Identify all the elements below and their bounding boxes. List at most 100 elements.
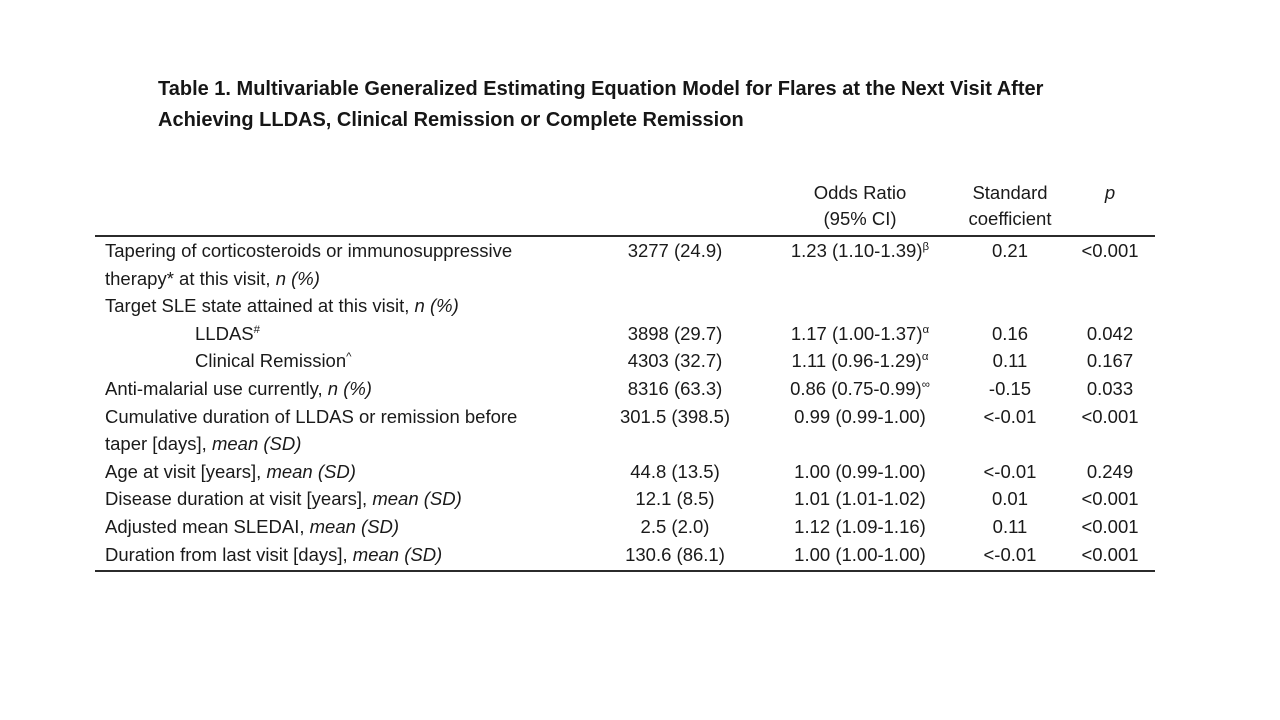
row-label-cell: Tapering of corticosteroids or immunosup… [95,237,585,292]
header-standard-coefficient-line2: coefficient [968,208,1052,229]
odds-ratio-cell: 1.23 (1.10-1.39)β [765,237,955,265]
row-label-cell: Adjusted mean SLEDAI, mean (SD) [95,513,585,541]
table-row: Age at visit [years], mean (SD) 44.8 (13… [95,458,1155,486]
row-label-italic: mean (SD) [352,543,443,565]
table-row: LLDAS# 3898 (29.7) 1.17 (1.00-1.37)α 0.1… [95,320,1155,348]
table-row: Cumulative duration of LLDAS or remissio… [95,403,1155,458]
table-header-row: Odds Ratio (95% CI) Standard coefficient… [95,180,1155,237]
odds-ratio-cell: 1.17 (1.00-1.37)α [765,320,955,348]
header-p-value: p [1104,182,1116,203]
odds-ratio-cell: 0.86 (0.75-0.99)∞ [765,375,955,403]
header-odds-ratio-line1: Odds Ratio [813,182,907,203]
odds-ratio-superscript: α [922,323,930,336]
row-label-italic: mean (SD) [372,488,462,510]
header-standard-coefficient-line1: Standard [972,182,1048,203]
row-label-cell: Duration from last visit [days], mean (S… [95,541,585,569]
odds-ratio-cell: 1.12 (1.09-1.16) [765,513,955,541]
n-value-cell: 2.5 (2.0) [640,515,710,537]
p-value-cell: <0.001 [1081,515,1139,537]
row-label: Clinical Remission [195,350,347,372]
row-label-superscript: # [253,323,261,336]
row-label-italic: n (%) [327,377,372,399]
odds-ratio-value: 1.00 (1.00-1.00) [794,543,926,565]
header-standard-coefficient: Standard coefficient [955,180,1065,232]
table-row: Target SLE state attained at this visit,… [95,292,1155,320]
table-row: Clinical Remission^ 4303 (32.7) 1.11 (0.… [95,347,1155,375]
std-coef-cell: 0.21 [991,240,1028,261]
std-coef-cell: 0.16 [991,322,1028,344]
n-value-cell: 301.5 (398.5) [619,405,731,427]
odds-ratio-cell: 1.01 (1.01-1.02) [765,485,955,513]
row-label-cell: Age at visit [years], mean (SD) [95,458,585,486]
p-value-cell: <0.001 [1081,405,1139,427]
row-label-italic: n (%) [275,267,320,289]
n-value-cell: 3898 (29.7) [627,322,723,344]
odds-ratio-value: 1.00 (0.99-1.00) [794,460,926,482]
table-row: Adjusted mean SLEDAI, mean (SD) 2.5 (2.0… [95,513,1155,541]
table-row: Disease duration at visit [years], mean … [95,485,1155,513]
results-table: Odds Ratio (95% CI) Standard coefficient… [95,180,1155,573]
odds-ratio-value: 0.99 (0.99-1.00) [794,405,926,427]
odds-ratio-value: 1.11 (0.96-1.29) [791,350,922,372]
p-value-cell: 0.167 [1086,350,1134,372]
row-label-cell: Anti-malarial use currently, n (%) [95,375,585,403]
std-coef-cell: 0.11 [992,515,1028,537]
row-label-italic: mean (SD) [266,460,356,482]
n-value-cell: 44.8 (13.5) [630,460,720,482]
table-body: Tapering of corticosteroids or immunosup… [95,237,1155,573]
odds-ratio-value: 1.12 (1.09-1.16) [794,515,926,537]
row-label-cell: Clinical Remission^ [95,347,585,375]
row-label-cell: Cumulative duration of LLDAS or remissio… [95,403,585,458]
row-label-italic: n (%) [414,295,459,317]
row-label: LLDAS [195,322,254,344]
odds-ratio-value: 0.86 (0.75-0.99) [790,377,922,399]
row-label: Age at visit [years], [105,460,267,482]
n-value-cell: 4303 (32.7) [627,350,723,372]
std-coef-cell: <-0.01 [983,543,1037,565]
p-value-cell: 0.249 [1086,460,1134,482]
table-title: Table 1. Multivariable Generalized Estim… [158,78,1044,131]
p-value-cell: 0.033 [1086,377,1134,399]
p-value-cell: 0.042 [1086,322,1134,344]
odds-ratio-cell: 1.00 (1.00-1.00) [765,541,955,569]
row-label: Target SLE state attained at this visit, [105,295,415,317]
odds-ratio-cell: 1.11 (0.96-1.29)α [765,347,955,375]
table-row: Tapering of corticosteroids or immunosup… [95,237,1155,292]
odds-ratio-superscript: ∞ [921,378,930,391]
table-row: Anti-malarial use currently, n (%) 8316 … [95,375,1155,403]
p-value-cell: <0.001 [1081,240,1139,261]
row-label: Duration from last visit [days], [105,543,353,565]
row-label: Adjusted mean SLEDAI, [105,515,310,537]
n-value-cell: 130.6 (86.1) [625,543,725,565]
row-label: Cumulative duration of LLDAS or remissio… [105,405,518,455]
header-odds-ratio-line2: (95% CI) [823,208,897,229]
n-value-cell: 8316 (63.3) [627,377,723,399]
row-label-cell: LLDAS# [95,320,585,348]
row-label-cell: Target SLE state attained at this visit,… [95,292,585,320]
row-label-cell: Disease duration at visit [years], mean … [95,485,585,513]
row-label: Anti-malarial use currently, [105,377,328,399]
std-coef-cell: -0.15 [988,377,1032,399]
n-value-cell: 12.1 (8.5) [635,488,715,510]
std-coef-cell: <-0.01 [983,460,1037,482]
p-value-cell: <0.001 [1081,488,1139,510]
std-coef-cell: <-0.01 [983,405,1037,427]
row-label-italic: mean (SD) [211,433,302,455]
std-coef-cell: 0.01 [991,488,1028,510]
row-label: Disease duration at visit [years], [105,488,373,510]
header-odds-ratio: Odds Ratio (95% CI) [765,180,955,232]
table-row: Duration from last visit [days], mean (S… [95,541,1155,569]
row-label: Tapering of corticosteroids or immunosup… [105,240,513,289]
n-value-cell: 3277 (24.9) [627,240,723,261]
odds-ratio-value: 1.23 (1.10-1.39) [790,240,923,261]
std-coef-cell: 0.11 [992,350,1028,372]
odds-ratio-superscript: β [922,240,930,253]
odds-ratio-value: 1.17 (1.00-1.37) [790,322,923,344]
odds-ratio-cell: 1.00 (0.99-1.00) [765,458,955,486]
odds-ratio-value: 1.01 (1.01-1.02) [794,488,926,510]
odds-ratio-superscript: α [921,351,929,364]
row-label-superscript: ^ [346,351,352,364]
odds-ratio-cell: 0.99 (0.99-1.00) [765,403,955,431]
p-value-cell: <0.001 [1081,543,1139,565]
